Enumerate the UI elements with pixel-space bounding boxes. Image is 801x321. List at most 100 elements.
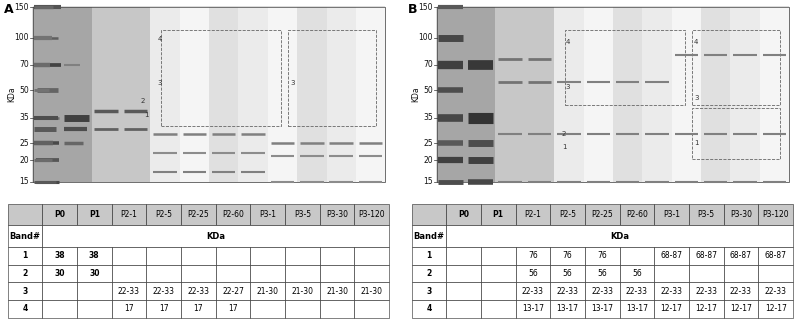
Bar	[566, 30, 685, 105]
Bar	[181, 300, 215, 318]
Text: 3: 3	[158, 80, 163, 86]
Text: 38: 38	[89, 251, 99, 260]
Bar	[251, 300, 285, 318]
Text: 38: 38	[54, 251, 65, 260]
Text: 17: 17	[159, 304, 168, 313]
Bar	[759, 300, 793, 318]
Text: 68-87: 68-87	[661, 251, 682, 260]
Text: 22-33: 22-33	[187, 287, 209, 296]
Bar	[147, 282, 181, 300]
Text: 22-27: 22-27	[222, 287, 244, 296]
Bar	[760, 7, 789, 182]
Text: 68-87: 68-87	[695, 251, 718, 260]
Bar	[654, 265, 689, 282]
Bar	[446, 282, 481, 300]
Bar	[147, 265, 181, 282]
Bar	[481, 265, 516, 282]
Text: 2: 2	[22, 269, 28, 278]
Bar	[481, 204, 516, 225]
Bar	[481, 300, 516, 318]
Bar	[620, 247, 654, 265]
Bar	[8, 247, 42, 265]
Text: 1: 1	[562, 144, 566, 150]
Bar	[585, 204, 620, 225]
Bar	[759, 282, 793, 300]
Text: Band#: Band#	[413, 232, 445, 241]
Bar	[147, 204, 181, 225]
Text: 70: 70	[423, 60, 433, 69]
Bar	[354, 204, 389, 225]
Bar	[251, 282, 285, 300]
Bar	[285, 265, 320, 282]
Bar	[181, 247, 215, 265]
Bar	[215, 282, 251, 300]
Bar	[550, 204, 585, 225]
Text: 13-17: 13-17	[522, 304, 544, 313]
Bar	[111, 204, 147, 225]
Text: 3: 3	[290, 80, 295, 86]
Bar	[689, 204, 723, 225]
Text: KDa: KDa	[411, 87, 421, 102]
Text: P0: P0	[54, 210, 65, 219]
Bar	[111, 265, 147, 282]
Text: 22-33: 22-33	[730, 287, 752, 296]
Bar	[215, 265, 251, 282]
Text: 22-33: 22-33	[765, 287, 787, 296]
Bar	[466, 7, 496, 182]
Text: 50: 50	[423, 86, 433, 95]
Bar	[689, 282, 723, 300]
Bar	[42, 300, 77, 318]
Text: 22-33: 22-33	[626, 287, 648, 296]
Bar	[147, 247, 181, 265]
Bar	[42, 247, 77, 265]
Bar	[77, 265, 111, 282]
Text: 76: 76	[528, 251, 537, 260]
Text: 30: 30	[89, 269, 99, 278]
Bar	[412, 225, 446, 247]
Bar	[550, 247, 585, 265]
Bar	[723, 265, 759, 282]
Text: 56: 56	[598, 269, 607, 278]
Text: P2-5: P2-5	[559, 210, 576, 219]
Text: 68-87: 68-87	[765, 251, 787, 260]
Text: 22-33: 22-33	[557, 287, 578, 296]
Text: 68-87: 68-87	[730, 251, 752, 260]
Bar	[481, 247, 516, 265]
Bar	[285, 204, 320, 225]
Bar	[723, 282, 759, 300]
Text: 2: 2	[140, 99, 145, 104]
Bar	[446, 225, 793, 247]
Text: P2-25: P2-25	[187, 210, 209, 219]
Bar	[42, 265, 77, 282]
Text: 3: 3	[22, 287, 28, 296]
Bar	[584, 7, 613, 182]
Bar	[320, 282, 354, 300]
Text: KDa: KDa	[7, 87, 16, 102]
Bar	[446, 300, 481, 318]
Bar	[42, 225, 389, 247]
Bar	[412, 247, 446, 265]
Bar	[620, 282, 654, 300]
Bar	[759, 247, 793, 265]
Text: 4: 4	[566, 39, 570, 45]
Bar	[412, 204, 446, 225]
Bar	[33, 7, 62, 182]
Text: P3-5: P3-5	[294, 210, 311, 219]
Bar	[285, 247, 320, 265]
Bar	[759, 204, 793, 225]
Text: 13-17: 13-17	[591, 304, 614, 313]
Text: 20: 20	[19, 156, 29, 165]
Bar	[320, 300, 354, 318]
Bar	[288, 30, 376, 126]
Bar	[550, 282, 585, 300]
Text: 150: 150	[418, 3, 433, 12]
Bar	[209, 7, 239, 182]
Bar	[692, 108, 780, 159]
Bar	[550, 265, 585, 282]
Bar	[446, 204, 481, 225]
Bar	[446, 247, 481, 265]
Text: P2-60: P2-60	[626, 210, 648, 219]
Bar	[554, 7, 584, 182]
Bar	[320, 247, 354, 265]
Bar	[181, 265, 215, 282]
